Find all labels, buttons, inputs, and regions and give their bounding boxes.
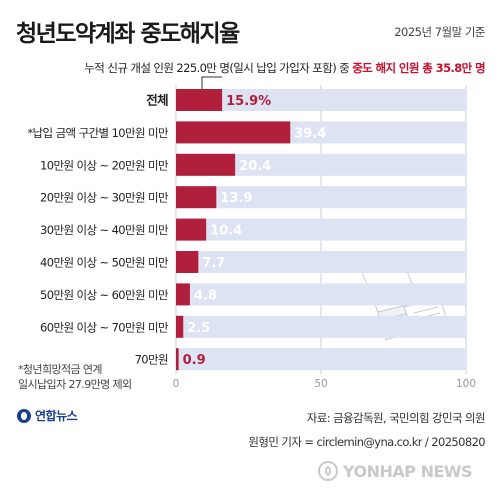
bar-value-label: 39.4 [294,126,326,141]
subtitle-highlight: 중도 해지 인원 총 35.8만 명 [352,61,485,75]
bar-track [176,283,466,306]
category-label: 70만원 [135,353,168,367]
bar-track [176,89,466,111]
x-axis: 0 50 100 [173,378,476,390]
category-label: 20만원 이상 ~ 30만원 미만 [40,191,169,205]
bar-value-label: 0.9 [183,353,206,368]
bar-track [176,218,466,241]
bar [176,348,179,371]
footnote-line-1: *청년희망적금 연계 [18,363,103,376]
bar [176,186,217,209]
bar-track [176,251,466,273]
x-tick-label: 0 [173,378,180,390]
category-label: 10만원 이상 ~ 20만원 미만 [40,158,169,172]
yonhap-logo-icon [17,408,31,423]
chart-subtitle: 누적 신규 개설 인원 225.0만 명(일시 납입 가입자 포함) 중 중도 … [84,60,485,76]
bar [176,218,207,241]
bar-value-label: 15.9% [226,94,271,109]
bar-track [176,186,466,209]
reporter-credit: 원형민 기자 = circlemin@yna.co.kr / 20250820 [248,435,485,449]
subtitle-text: 누적 신규 개설 인원 225.0만 명(일시 납입 가입자 포함) 중 [84,61,353,75]
bar-track [176,348,466,371]
watermark-text: YONHAP NEWS [343,461,473,481]
callout-pointer-icon [201,76,222,94]
bar [176,315,184,338]
bar [176,283,190,306]
bar [176,251,199,273]
watermark: YONHAP NEWS [318,461,473,481]
bar-value-label: 2.5 [187,321,210,336]
category-label: 50만원 이상 ~ 60만원 미만 [40,288,169,302]
bar-value-label: 7.7 [202,256,225,271]
bar-value-label: 10.4 [210,224,242,239]
x-tick-label: 100 [456,378,476,390]
yonhap-watermark-icon [318,461,338,481]
bar-track [176,153,466,176]
chart-title: 청년도약계좌 중도해지율 [16,21,240,47]
bar-value-label: 13.9 [220,191,252,206]
bar-chart: 15.9% 전체 39.4 *납입 금액 구간별 10만원 미만 20.4 10만원 이상… [27,85,476,390]
category-label: 40만원 이상 ~ 50만원 미만 [40,256,169,270]
chart-rows: 15.9% 전체 39.4 *납입 금액 구간별 10만원 미만 20.4 10만원 이상… [27,89,466,371]
bar [176,121,291,144]
bar [176,153,236,176]
publisher-logo: 연합뉴스 [17,407,78,424]
data-source: 자료: 금융감독원, 국민의힘 강민국 의원 [306,411,486,425]
bar-track [176,315,466,338]
category-label: 30만원 이상 ~ 40만원 미만 [40,223,169,237]
bar [176,89,223,111]
reference-date: 2025년 7월말 기준 [394,25,485,39]
logo-text: 연합뉴스 [35,409,78,423]
footnote-line-2: 일시납입자 27.9만명 제외 [18,378,132,391]
bar-value-label: 4.8 [194,288,217,303]
category-label: *납입 금액 구간별 10만원 미만 [27,126,169,140]
category-label: 60만원 이상 ~ 70만원 미만 [40,320,169,334]
bar-value-label: 20.4 [239,159,271,174]
category-label: 전체 [146,93,168,108]
footnote: *청년희망적금 연계 일시납입자 27.9만명 제외 [18,362,132,392]
x-tick-label: 50 [314,378,327,390]
